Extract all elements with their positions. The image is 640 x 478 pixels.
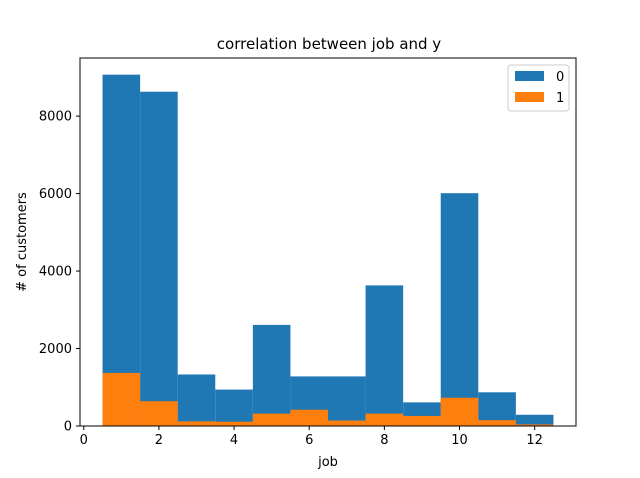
bar-series-1-job-3	[177, 421, 216, 426]
legend-label-1: 1	[556, 91, 564, 106]
y-axis-label: # of customers	[15, 192, 30, 292]
bar-series-0-job-5	[252, 324, 291, 426]
bar-series-1-job-7	[328, 420, 366, 426]
bar-series-0-job-4	[215, 389, 253, 426]
bar-series-1-job-9	[403, 415, 441, 426]
bar-series-1-job-5	[252, 413, 291, 426]
y-tick-label: 6000	[39, 187, 72, 202]
plot-frame	[79, 57, 577, 427]
bar-series-1-job-11	[478, 420, 516, 426]
bar-series-1-job-2	[140, 401, 178, 426]
bar-series-1-job-1	[102, 372, 141, 426]
bar-series-0-job-8	[365, 285, 404, 426]
x-tick-label: 12	[526, 433, 543, 448]
legend-swatch-0	[515, 71, 544, 81]
y-tick-label: 2000	[39, 342, 72, 357]
bars-layer	[102, 74, 554, 426]
chart-title: correlation between job and y	[217, 35, 442, 53]
bar-series-0-job-3	[177, 374, 216, 426]
bar-series-0-job-1	[102, 74, 141, 426]
bar-series-0-job-7	[328, 376, 366, 426]
bar-series-1-job-12	[515, 424, 554, 426]
x-tick-label: 4	[230, 433, 238, 448]
x-tick-label: 2	[155, 433, 163, 448]
legend-swatch-1	[515, 92, 544, 102]
legend-label-0: 0	[556, 70, 564, 85]
y-tick-label: 4000	[39, 265, 72, 280]
bar-series-1-job-10	[440, 397, 479, 426]
bar-series-0-job-2	[140, 91, 178, 426]
bar-series-0-job-10	[440, 193, 479, 426]
x-axis-ticks: 0 2 4 6 8 10 12	[80, 426, 543, 448]
y-tick-label: 8000	[39, 110, 72, 125]
x-tick-label: 0	[80, 433, 88, 448]
bar-series-1-job-8	[365, 413, 404, 426]
y-axis-ticks: 0 2000 4000 6000 8000	[39, 110, 80, 435]
bar-series-0-job-12	[515, 414, 554, 426]
bar-series-1-job-6	[290, 409, 328, 426]
y-tick-label: 0	[64, 420, 72, 435]
bar-series-1-job-4	[215, 421, 253, 426]
legend: 0 1	[507, 64, 570, 112]
x-tick-label: 8	[380, 433, 388, 448]
x-tick-label: 6	[305, 433, 313, 448]
x-tick-label: 10	[451, 433, 468, 448]
x-axis-label: job	[317, 455, 338, 470]
